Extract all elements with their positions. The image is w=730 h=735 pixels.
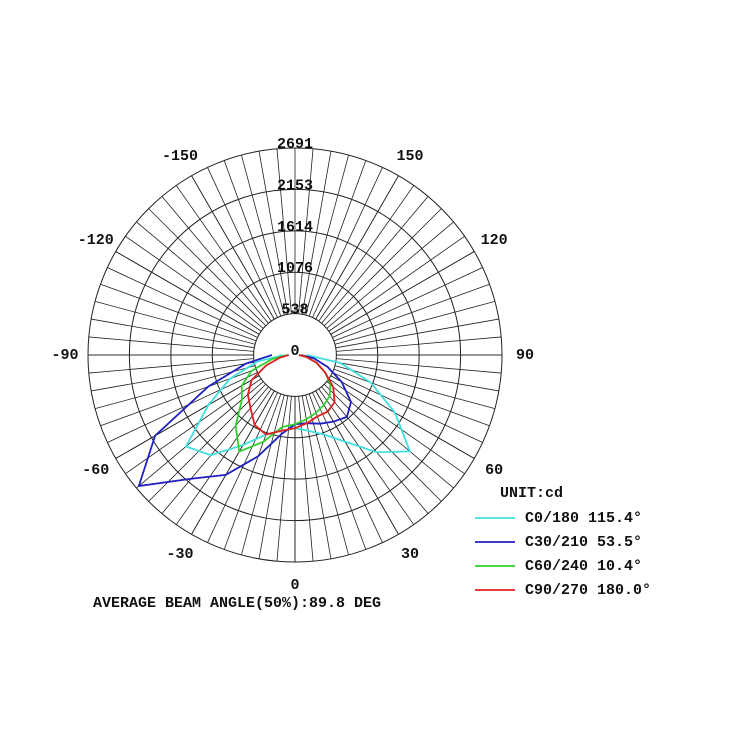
- angle-grid-line: [191, 390, 275, 535]
- legend-label: C30/210 53.5°: [525, 534, 642, 551]
- angle-tick-label: 30: [401, 546, 419, 563]
- angle-tick-label: -120: [78, 232, 114, 249]
- footer: AVERAGE BEAM ANGLE(50%):89.8 DEG: [93, 595, 381, 612]
- angle-tick-label: 0: [290, 577, 299, 594]
- r-tick-label: 2153: [277, 177, 313, 194]
- angle-grid-line: [115, 375, 260, 459]
- angle-grid-line: [315, 175, 399, 320]
- unit-label: UNIT:cd: [500, 485, 563, 502]
- legend-label: C60/240 10.4°: [525, 558, 642, 575]
- angle-tick-label: 150: [396, 148, 423, 165]
- angle-grid-line: [315, 390, 399, 535]
- r-tick-label: 2691: [277, 136, 313, 153]
- angle-tick-label: -150: [162, 148, 198, 165]
- angle-grid-line: [330, 375, 475, 459]
- angle-tick-label: -30: [166, 546, 193, 563]
- angle-tick-label: 60: [485, 462, 503, 479]
- angle-tick-label: -90: [51, 347, 78, 364]
- angle-grid-line: [115, 251, 260, 335]
- r-tick-label: 1614: [277, 219, 313, 236]
- legend-label: C0/180 115.4°: [525, 510, 642, 527]
- series-line: [246, 354, 336, 436]
- r-tick-label: 0: [290, 343, 299, 360]
- angle-tick-label: -60: [82, 462, 109, 479]
- angle-grid-line: [191, 175, 275, 320]
- r-tick-label: 1076: [277, 260, 313, 277]
- angle-grid-line: [330, 251, 475, 335]
- r-tick-label: 538: [281, 302, 308, 319]
- angle-tick-label: 120: [481, 232, 508, 249]
- legend-label: C90/270 180.0°: [525, 582, 651, 599]
- angle-tick-label: 90: [516, 347, 534, 364]
